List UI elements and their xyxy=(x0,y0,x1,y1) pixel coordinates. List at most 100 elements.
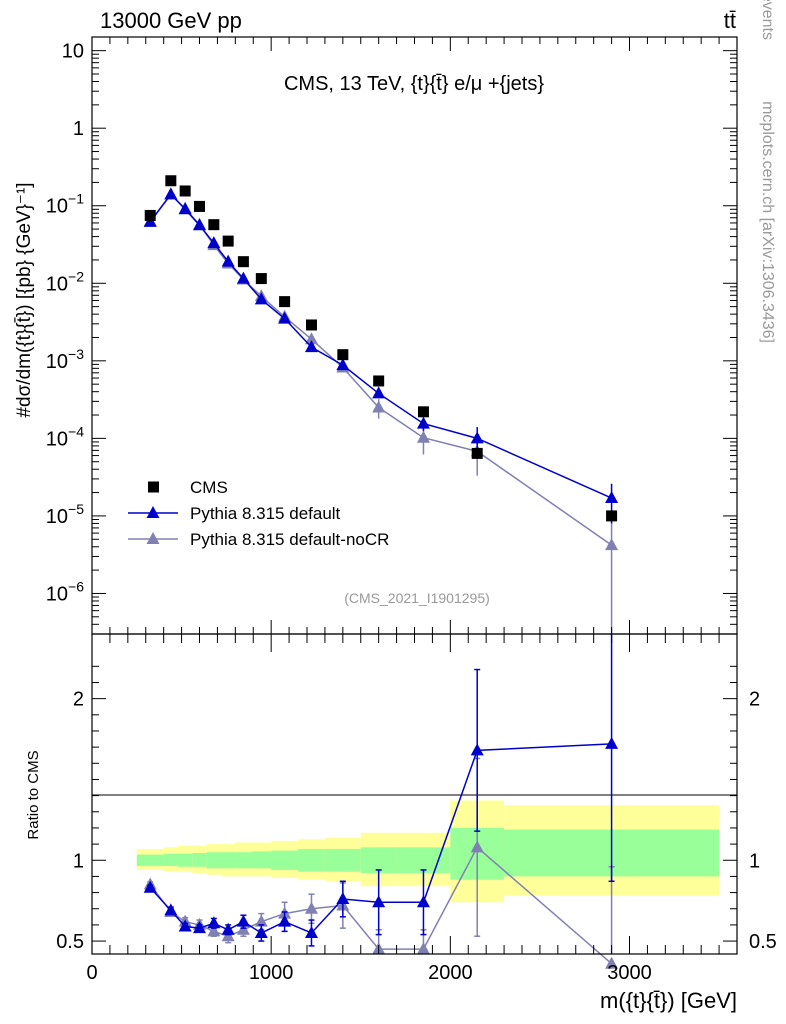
ratio-marker-default xyxy=(605,736,619,749)
main-ylabel: #dσ/dm({t}{t̄}) [{pb} {GeV}⁻¹] xyxy=(14,182,35,417)
stat-band xyxy=(136,854,164,866)
data-point-cms xyxy=(337,349,349,361)
stat-band xyxy=(178,853,193,867)
marker-default xyxy=(372,386,386,399)
data-point-cms xyxy=(417,406,429,418)
data-point-cms xyxy=(373,375,385,387)
stat-band xyxy=(360,847,397,874)
ratio-marker-default xyxy=(164,903,178,916)
data-point-cms xyxy=(305,319,317,331)
ratio-plot: 0.5 0.5 1 1 2 2 0 1000 2000 3000 Ratio to CMS m({… xyxy=(25,633,777,1013)
data-point-cms xyxy=(194,200,205,212)
ratio-marker-default xyxy=(278,914,292,927)
y-tick-label: 10−5 xyxy=(46,501,84,528)
energy-label: 13000 GeV pp xyxy=(100,8,242,33)
series-line-default xyxy=(149,193,612,499)
ratio-marker-default xyxy=(254,925,268,938)
data-point-cms xyxy=(144,209,156,221)
marker-nocr xyxy=(416,430,430,443)
stat-band xyxy=(298,848,325,872)
legend-marker xyxy=(146,532,160,544)
data-point-cms xyxy=(471,447,483,459)
ratio-marker-default xyxy=(304,925,318,938)
ratio-marker-nocr xyxy=(416,942,430,955)
process-label: tt̄ xyxy=(724,8,736,33)
marker-default xyxy=(304,340,318,353)
stat-band xyxy=(206,852,221,869)
ratio-marker-default xyxy=(143,880,157,893)
marker-nocr xyxy=(372,400,386,413)
ratio-marker-default xyxy=(470,743,484,756)
data-point-cms xyxy=(165,175,177,187)
y-tick-label: 10−6 xyxy=(46,578,84,605)
main-frame xyxy=(91,36,738,635)
rivet-label: Rivet 4.1.0, ≥ 100k events xyxy=(759,0,776,40)
ratio-marker-default xyxy=(207,916,221,929)
y-tick-label: 10−3 xyxy=(46,346,84,373)
marker-default xyxy=(336,358,350,371)
ratio-marker-default xyxy=(236,914,250,927)
data-point-cms xyxy=(255,273,267,285)
marker-default xyxy=(416,416,430,429)
ratio-marker-default xyxy=(221,922,235,935)
analysis-label: (CMS_2021_I1901295) xyxy=(344,590,490,606)
data-point-cms xyxy=(237,256,249,268)
data-point-cms xyxy=(606,510,618,522)
stat-band xyxy=(251,851,272,869)
stat-band xyxy=(221,852,236,869)
ratio-marker-default xyxy=(193,921,206,934)
stat-band xyxy=(163,853,178,866)
ratio-frame xyxy=(91,633,738,955)
ratio-marker-default xyxy=(372,895,386,908)
legend-entry: Pythia 8.315 default-noCR xyxy=(190,530,389,549)
y-tick-label: 10−4 xyxy=(46,423,84,450)
legend-entry: Pythia 8.315 default xyxy=(190,504,341,523)
marker-default xyxy=(207,236,221,249)
ratio-marker-nocr xyxy=(470,840,484,853)
x-axis-label: m({t}{t̄}) [GeV] xyxy=(600,988,737,1013)
y-tick-label: 10−2 xyxy=(46,268,84,295)
ratio-marker-default xyxy=(416,895,430,908)
marker-default xyxy=(254,292,268,305)
stat-band xyxy=(192,852,207,867)
stat-band xyxy=(271,850,299,870)
ratio-y-tick-label-right: 2 xyxy=(749,689,760,711)
ratio-marker-nocr xyxy=(207,924,221,937)
ratio-y-tick-label: 0.5 xyxy=(56,931,84,953)
ratio-y-tick-label: 2 xyxy=(73,689,84,711)
marker-default xyxy=(164,187,178,200)
data-point-cms xyxy=(222,235,234,247)
ratio-marker-default xyxy=(178,919,192,932)
y-tick-label: 1 xyxy=(73,118,84,140)
y-tick-label: 10 xyxy=(62,41,84,63)
data-point-cms xyxy=(208,219,220,231)
ratio-y-tick-label: 1 xyxy=(73,850,84,872)
marker-default xyxy=(605,491,619,504)
marker-default xyxy=(278,311,292,324)
marker-default xyxy=(236,271,250,284)
x-tick-label: 0 xyxy=(86,962,97,984)
marker-nocr xyxy=(304,332,318,345)
x-tick-label: 2000 xyxy=(428,962,473,984)
y-tick-label: 10−1 xyxy=(46,191,84,218)
marker-default xyxy=(178,202,192,215)
marker-nocr xyxy=(605,538,619,551)
legend-marker-cms xyxy=(148,481,159,493)
legend: CMS Pythia 8.315 default Pythia 8.315 defa… xyxy=(128,478,389,549)
main-title: CMS, 13 TeV, {t}{t̄} e/μ +{jets} xyxy=(284,73,544,95)
marker-default xyxy=(470,431,484,444)
stat-band xyxy=(235,852,252,869)
main-plot: 10−6 10−5 10−4 10−3 10−2 10−1 1 10 CMS, 13 TeV,… xyxy=(14,36,738,635)
marker-default xyxy=(193,218,206,231)
ratio-marker-nocr xyxy=(254,914,268,927)
ratio-y-tick-label-right: 1 xyxy=(749,850,760,872)
ratio-marker-default xyxy=(336,892,350,905)
ratio-y-tick-label-right: 0.5 xyxy=(749,931,777,953)
x-tick-label: 3000 xyxy=(607,962,652,984)
mcplots-label: mcplots.cern.ch [arXiv:1306.3436] xyxy=(759,101,776,343)
ratio-marker-nocr xyxy=(304,901,318,914)
ratio-ylabel: Ratio to CMS xyxy=(25,750,42,839)
data-point-cms xyxy=(179,185,191,197)
legend-marker xyxy=(146,506,160,518)
